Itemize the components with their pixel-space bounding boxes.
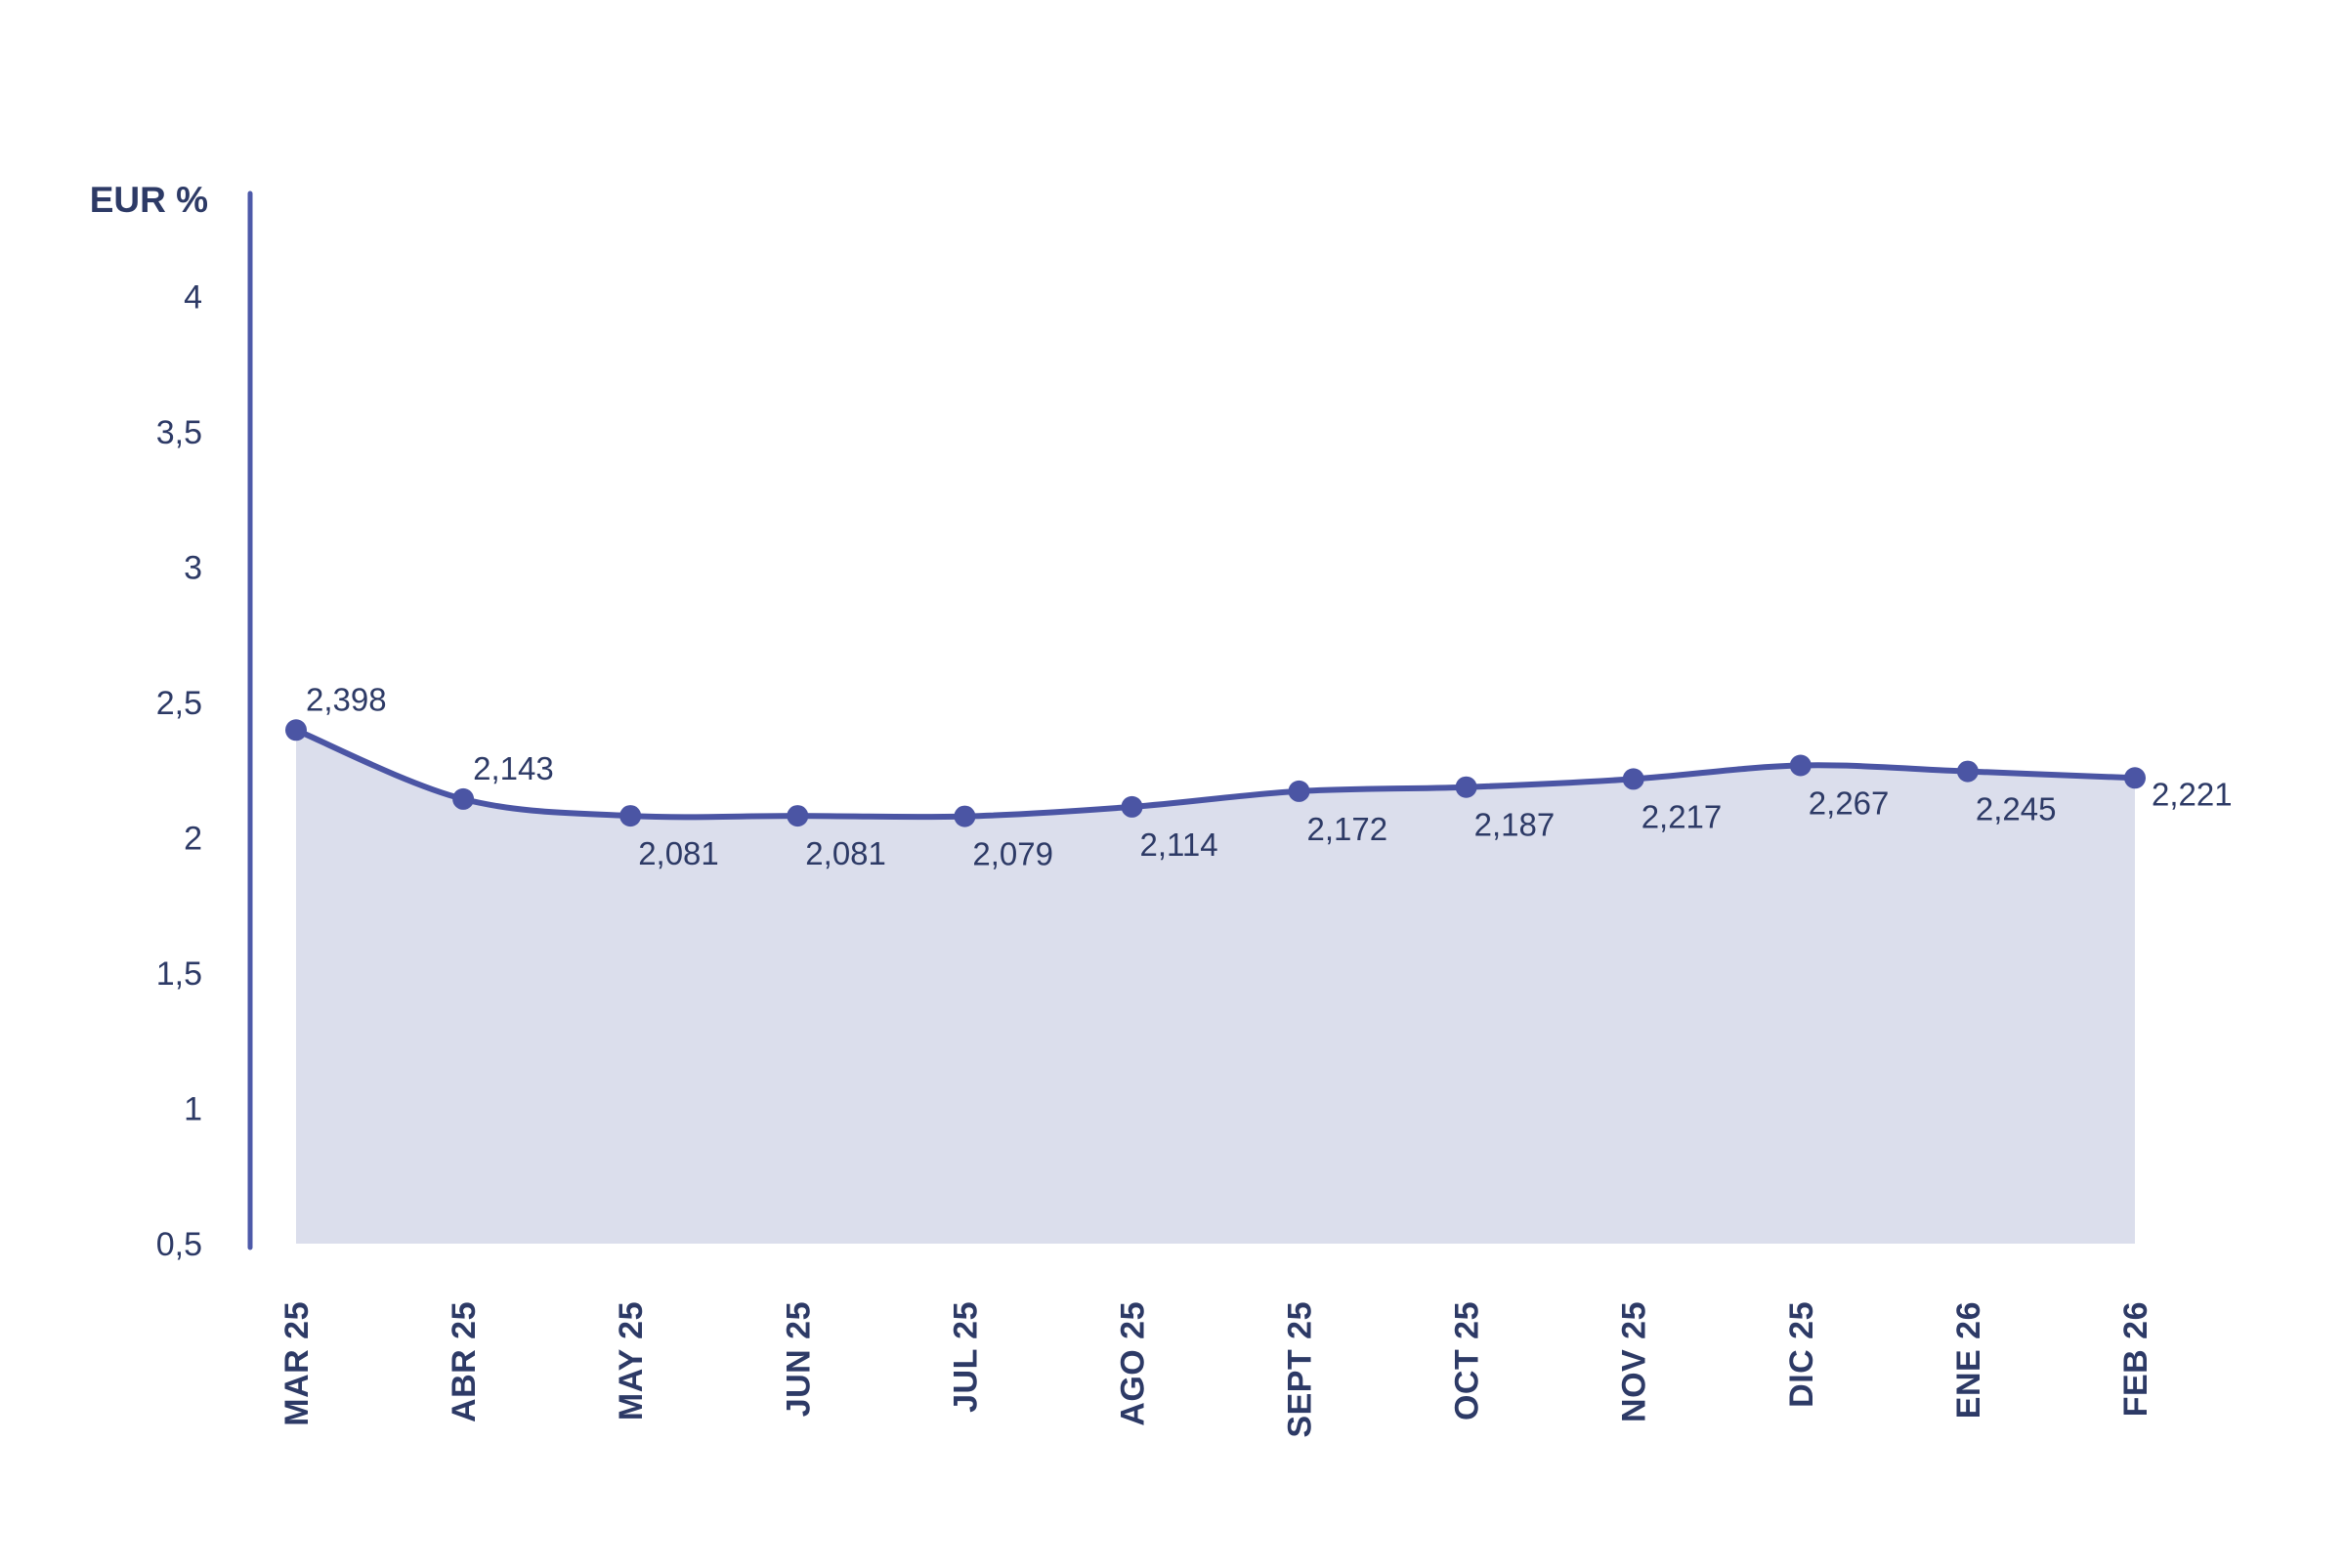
x-tick-label: MAY 25 — [613, 1301, 650, 1420]
y-tick-label: 3 — [184, 550, 202, 587]
data-point-marker — [1121, 795, 1143, 818]
data-point-marker — [1956, 760, 1979, 783]
y-tick-label: 0,5 — [156, 1226, 202, 1263]
x-tick-label: OCT 25 — [1449, 1301, 1486, 1420]
data-point-marker — [452, 787, 475, 810]
x-tick-label: AGO 25 — [1115, 1301, 1152, 1426]
series-path — [293, 727, 2138, 821]
data-point-marker — [1455, 776, 1477, 798]
area-fill — [296, 730, 2135, 1244]
data-point-marker — [1789, 754, 1812, 777]
x-tick-labels: MAR 25 ABR 25 MAY 25 JUN 25 JUL 25 AGO 25 SEPT… — [278, 1301, 2154, 1438]
data-point-label: 2,081 — [638, 835, 719, 871]
data-point-marker — [285, 719, 307, 742]
x-tick-label: FEB 26 — [2117, 1301, 2154, 1417]
data-point-marker — [787, 805, 809, 827]
data-point-marker — [2124, 767, 2146, 789]
data-point-marker — [1622, 768, 1644, 790]
data-point-label: 2,267 — [1809, 785, 1890, 822]
x-tick-label: JUL 25 — [947, 1301, 984, 1413]
data-point-label: 2,114 — [1140, 826, 1218, 863]
data-labels: 2,398 2,143 2,081 2,081 2,079 2,114 2,172 2,187… — [306, 681, 2233, 871]
data-points — [285, 719, 2146, 827]
data-point-label: 2,221 — [2152, 776, 2233, 812]
series-area — [296, 730, 2135, 1244]
y-tick-labels: 4 3,5 3 2,5 2 1,5 1 0,5 — [156, 279, 202, 1264]
series-line — [293, 727, 2138, 821]
x-tick-label: MAR 25 — [278, 1301, 316, 1426]
x-tick-label: DIC 25 — [1783, 1301, 1820, 1408]
y-tick-label: 1,5 — [156, 955, 202, 993]
data-point-label: 2,187 — [1474, 807, 1556, 843]
data-point-label: 2,172 — [1307, 811, 1388, 847]
data-point-marker — [619, 805, 642, 827]
data-point-label: 2,398 — [306, 681, 387, 717]
data-point-label: 2,079 — [972, 836, 1053, 872]
x-tick-label: NOV 25 — [1616, 1301, 1653, 1422]
data-point-label: 2,245 — [1976, 791, 2057, 827]
y-axis-title: EUR % — [90, 180, 208, 220]
y-tick-label: 1 — [184, 1091, 202, 1128]
data-point-marker — [1288, 780, 1310, 802]
data-point-marker — [954, 805, 976, 827]
y-tick-label: 3,5 — [156, 414, 202, 451]
x-tick-label: SEPT 25 — [1282, 1301, 1319, 1438]
data-point-label: 2,081 — [805, 835, 886, 871]
y-tick-label: 2,5 — [156, 685, 202, 722]
x-tick-label: ENE 26 — [1950, 1301, 1987, 1419]
x-tick-label: JUN 25 — [780, 1301, 817, 1417]
x-tick-label: ABR 25 — [446, 1301, 483, 1422]
data-point-label: 2,143 — [473, 750, 554, 786]
data-point-label: 2,217 — [1642, 798, 1723, 834]
y-tick-label: 4 — [184, 279, 202, 317]
y-tick-label: 2 — [184, 821, 202, 858]
